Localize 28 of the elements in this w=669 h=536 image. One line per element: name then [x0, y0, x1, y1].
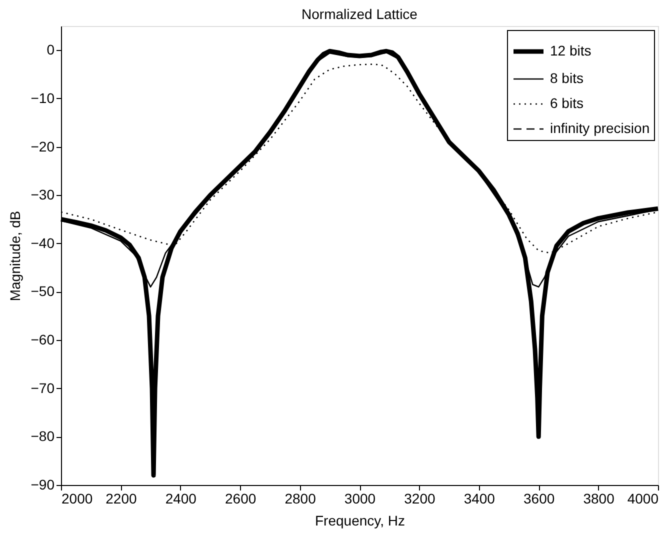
y-tick-label: −40	[30, 234, 55, 251]
y-axis-title: Magnitude, dB	[6, 210, 23, 302]
y-tick-label: −80	[30, 428, 55, 444]
legend-label: 8 bits	[550, 70, 584, 86]
x-tick-label: 2800	[284, 490, 316, 506]
y-tick-label: 0	[46, 42, 55, 58]
x-tick-label: 3800	[583, 490, 615, 506]
x-tick-label: 3600	[524, 490, 555, 506]
legend-label: 6 bits	[550, 95, 584, 111]
y-tick-label: −90	[30, 476, 55, 492]
x-tick-label: 2200	[106, 490, 137, 506]
x-tick-label: 2000	[62, 490, 93, 506]
y-tick-label: −20	[30, 138, 55, 154]
y-tick-label: −50	[30, 283, 55, 300]
y-tick-label: −60	[30, 332, 55, 348]
y-tick-label: −30	[30, 186, 55, 203]
x-tick-label: 2400	[165, 490, 197, 506]
x-tick-label: 3000	[344, 490, 376, 506]
x-tick-label: 3200	[404, 490, 436, 506]
x-tick-label: 2600	[225, 490, 256, 506]
x-tick-label: 4000	[627, 490, 659, 506]
x-tick-label: 3400	[464, 490, 496, 506]
legend-label: 12 bits	[550, 42, 592, 58]
y-tick-label: −70	[30, 380, 55, 396]
chart-title: Normalized Lattice	[302, 6, 418, 22]
x-axis-title: Frequency, Hz	[315, 512, 405, 528]
y-tick-label: −10	[30, 90, 55, 106]
legend-label: infinity precision	[550, 120, 650, 136]
